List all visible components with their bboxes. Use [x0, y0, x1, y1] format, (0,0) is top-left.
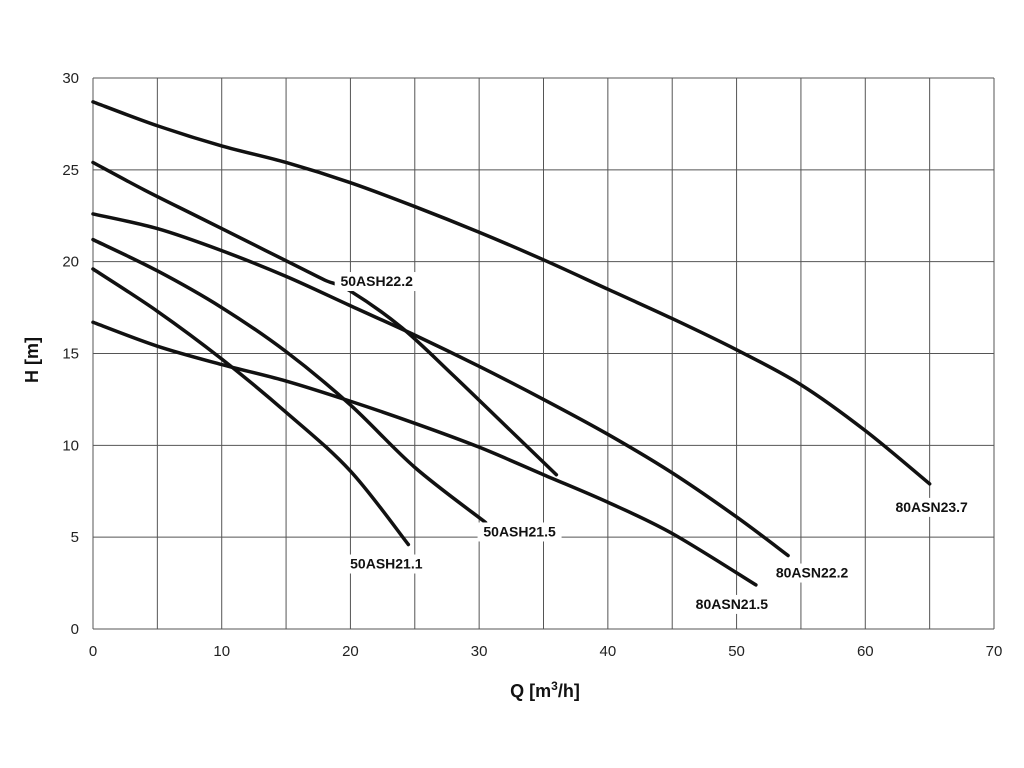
series-label-bg [889, 497, 974, 517]
series-labels: 80ASN23.7 50ASH22.2 80ASN22.2 50ASH21.5 50AS… [334, 272, 974, 614]
series-label-bg [477, 522, 562, 542]
y-tick-label: 15 [62, 346, 79, 363]
x-tick-label: 40 [600, 643, 617, 660]
series-label: 50ASH21.5 [483, 523, 556, 539]
x-axis-label-main: Q [m [510, 681, 551, 701]
series-label: 50ASH22.2 [340, 273, 413, 289]
curve-50ash22-2 [91, 160, 559, 477]
y-tick-label: 25 [62, 162, 79, 179]
y-tick-label: 10 [62, 437, 79, 454]
y-tick-label: 30 [62, 70, 79, 87]
x-tick-label: 60 [857, 643, 874, 660]
x-axis-label: Q [m3/h] [510, 679, 580, 701]
series-label: 80ASN23.7 [895, 499, 968, 515]
grid [92, 77, 995, 630]
series-label: 50ASH21.1 [350, 556, 423, 572]
x-tick-label: 50 [728, 643, 745, 660]
curve-50ash21-5 [91, 237, 488, 525]
curve-50ash21-1 [91, 267, 411, 547]
series-label-bg [344, 554, 429, 574]
y-tick-label: 0 [71, 621, 79, 638]
series-label: 80ASN21.5 [696, 596, 769, 612]
series-label-bg [689, 594, 774, 614]
curves [91, 100, 932, 587]
x-axis-label-sup: 3 [551, 679, 558, 693]
tick-labels: 0 10 20 30 40 50 60 70 0 5 10 15 20 25 30 [62, 70, 1002, 660]
curve-80asn23-7 [91, 100, 932, 486]
series-label-bg [334, 272, 419, 292]
series-label: 80ASN22.2 [776, 565, 849, 581]
y-tick-label: 20 [62, 254, 79, 271]
y-tick-label: 5 [71, 529, 79, 546]
x-tick-label: 10 [213, 643, 230, 660]
x-tick-label: 20 [342, 643, 359, 660]
x-tick-label: 70 [986, 643, 1003, 660]
x-tick-label: 30 [471, 643, 488, 660]
y-axis-label: H [m] [22, 337, 42, 383]
x-axis-label-end: /h] [558, 681, 580, 701]
curve-80asn21-5 [91, 320, 758, 587]
x-tick-label: 0 [89, 643, 97, 660]
series-label-bg [770, 563, 855, 583]
curve-80asn22-2 [91, 212, 790, 558]
